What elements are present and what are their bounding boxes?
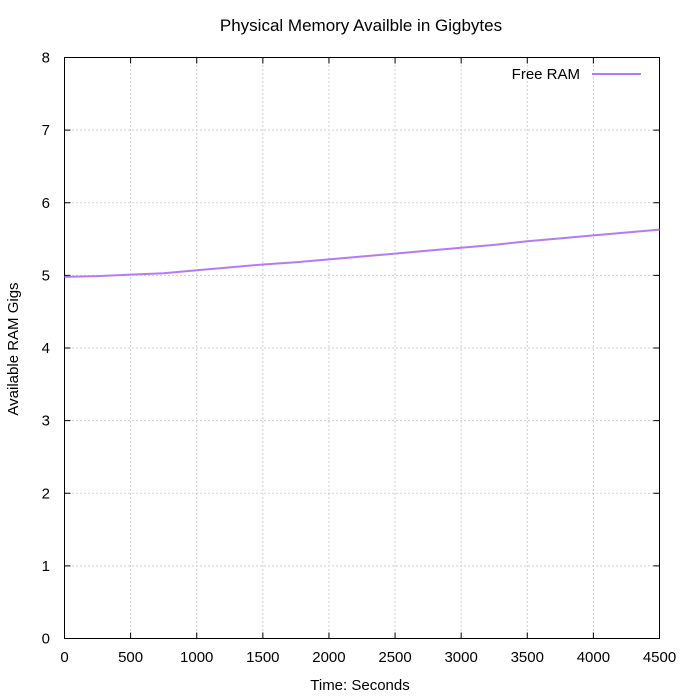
- y-tick-label: 8: [42, 50, 50, 67]
- x-tick-label: 4000: [577, 649, 610, 666]
- x-tick-label: 0: [60, 649, 68, 666]
- x-tick-label: 1500: [246, 649, 279, 666]
- y-tick-label: 3: [42, 413, 50, 430]
- legend-label-free-ram: Free RAM: [512, 66, 580, 83]
- x-tick-label: 3500: [511, 649, 544, 666]
- y-tick-label: 6: [42, 195, 50, 212]
- x-tick-label: 2000: [312, 649, 345, 666]
- grid-lines: [64, 57, 660, 639]
- y-axis-label: Available RAM Gigs: [5, 282, 22, 415]
- y-tick-label: 1: [42, 558, 50, 575]
- series-group: [64, 228, 660, 278]
- x-tick-label: 500: [118, 649, 143, 666]
- x-axis-label: Time: Seconds: [310, 677, 410, 694]
- x-tick-label: 2500: [378, 649, 411, 666]
- x-tick-label: 4500: [643, 649, 676, 666]
- series-line-free-ram: [64, 228, 660, 278]
- y-tick-label: 7: [42, 122, 50, 139]
- y-tick-label: 4: [42, 340, 50, 357]
- y-tick-label: 2: [42, 485, 50, 502]
- x-tick-label: 1000: [180, 649, 213, 666]
- y-tick-label: 5: [42, 267, 50, 284]
- axis-ticks: 0 500 1000 1500 2000 2500 3000 3500 4000 4500 0 1 2 3…: [42, 50, 677, 667]
- legend: Free RAM: [512, 66, 641, 83]
- x-tick-label: 3000: [444, 649, 477, 666]
- chart-title: Physical Memory Availble in Gigbytes: [220, 16, 502, 35]
- y-tick-label: 0: [42, 631, 50, 648]
- plot-frame: [64, 57, 660, 639]
